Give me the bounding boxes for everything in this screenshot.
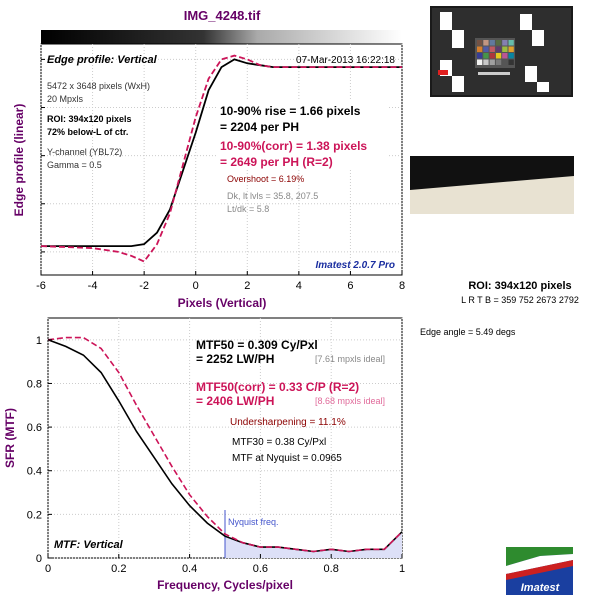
mtf50-corr-value: MTF50(corr) = 0.33 C/P (R=2) [196,380,359,394]
edge-panel-label: Edge profile: Vertical [47,54,158,66]
roi-title: ROI: 394x120 pixels [468,280,571,292]
color-patch [489,59,495,65]
edge-x-label: Pixels (Vertical) [178,296,267,310]
mtf-curve-corrected [47,336,403,553]
nyquist-fill [225,531,402,558]
color-patch [508,53,514,59]
rise-value: 10-90% rise = 1.66 pixels [220,104,361,118]
mtf-y-tick-label: 1 [36,335,42,347]
color-patch [495,46,502,52]
mtf-y-tick-label: 0.8 [27,378,42,390]
mtf50-lwph: = 2252 LW/PH [196,352,274,366]
color-patch [495,40,502,46]
rise-bg [217,99,387,135]
nyquist-label: Nyquist freq. [228,517,279,527]
light-dark-ratio: Lt/dk = 5.8 [227,204,269,214]
edge-x-tick-label: 6 [347,280,353,292]
mtf-at-nyquist: MTF at Nyquist = 0.0965 [232,453,342,464]
color-patch [483,40,489,46]
mtf-y-tick-label: 0.4 [27,466,42,478]
gamma: Gamma = 0.5 [47,160,102,170]
mtf-x-tick-label: 0.2 [111,563,126,575]
mtf-x-ticks: 0 0.2 0.4 0.6 0.8 1 [45,554,405,575]
mtf-x-tick-label: 1 [399,563,405,575]
color-patch [508,40,514,46]
rise-per-ph: = 2204 per PH [220,120,299,134]
color-patch [483,59,489,65]
color-patch [502,53,508,59]
mtf-y-tick-label: 0 [36,553,42,565]
mtf50-corr-lwph: = 2406 LW/PH [196,394,274,408]
channel: Y-channel (YBL72) [47,147,122,157]
mtf-x-label: Frequency, Cycles/pixel [157,578,293,592]
color-patch [489,53,495,59]
mtf30: MTF30 = 0.38 Cy/Pxl [232,437,326,448]
undersharpening: Undersharpening = 11.1% [230,417,346,428]
roi-size: ROI: 394x120 pixels [47,114,132,124]
roi-coordinates: L R T B = 359 752 2673 2792 [461,295,579,305]
color-patch [502,46,508,52]
corr-rise-per-ph: = 2649 per PH (R=2) [220,155,333,169]
color-patch [477,59,483,65]
test-chart-thumbnail [430,6,573,97]
edge-x-tick-label: 8 [399,280,405,292]
mtf-y-label: SFR (MTF) [3,408,17,468]
edge-x-tick-label: -6 [36,280,46,292]
report-title: IMG_4248.tif [184,8,261,23]
edge-x-tick-label: 0 [193,280,199,292]
overshoot: Overshoot = 6.19% [227,174,304,184]
roi-location: 72% below-L of ctr. [47,127,128,137]
mtf-x-tick-label: 0.4 [182,563,197,575]
color-patch [495,53,502,59]
mtf50-value: MTF50 = 0.309 Cy/Pxl [196,338,318,352]
mtf-panel-label: MTF: Vertical [54,539,124,551]
mtf50-corr-ideal: [8.68 mpxls ideal] [315,396,385,406]
imatest-logo: Imatest [506,547,573,595]
edge-x-tick-label: -2 [139,280,149,292]
corr-rise-value: 10-90%(corr) = 1.38 pixels [220,139,367,153]
edge-curve-corrected [40,54,402,263]
mtf-curves [47,336,403,553]
edge-angle: Edge angle = 5.49 degs [420,327,516,337]
edge-curves [40,54,402,263]
mtf50-ideal: [7.61 mpxls ideal] [315,354,385,364]
color-patch [477,40,483,46]
color-patch [477,53,483,59]
mtf-y-ticks: 0 0.2 0.4 0.6 0.8 1 [27,335,52,565]
edge-x-tick-label: -4 [88,280,98,292]
megapixels: 20 Mpxls [47,94,84,104]
color-patch [495,59,502,65]
mtf-x-tick-label: 0 [45,563,51,575]
svg-text:Imatest: Imatest [521,582,561,594]
edge-gradient-strip [41,30,402,44]
corr-bg [217,136,387,170]
color-patch [508,46,514,52]
dark-light-levels: Dk, lt lvls = 35.8, 207.5 [227,191,318,201]
roi-crop-thumbnail [410,156,574,214]
mtf-y-tick-label: 0.2 [27,509,42,521]
color-patch [477,46,483,52]
color-patch [489,40,495,46]
imatest-version: Imatest 2.0.7 Pro [316,260,395,271]
image-size: 5472 x 3648 pixels (WxH) [47,81,150,91]
color-patch [502,59,508,65]
color-patch [489,46,495,52]
edge-x-tick-label: 4 [296,280,302,292]
color-patch [483,53,489,59]
mtf-x-tick-label: 0.8 [324,563,339,575]
edge-x-tick-label: 2 [244,280,250,292]
color-patch [483,46,489,52]
color-patch [502,40,508,46]
edge-x-ticks: -6 -4 -2 0 2 4 6 8 [36,271,405,292]
color-patch [508,59,514,65]
edge-y-label: Edge profile (linear) [12,104,26,217]
mtf-x-tick-label: 0.6 [253,563,268,575]
edge-timestamp: 07-Mar-2013 16:22:18 [296,55,395,66]
mtf-y-tick-label: 0.6 [27,422,42,434]
